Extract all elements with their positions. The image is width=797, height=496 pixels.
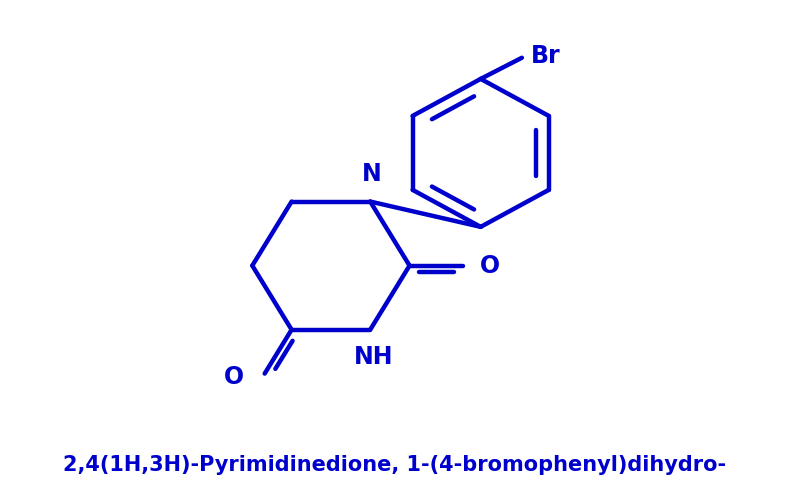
Text: Br: Br (531, 44, 560, 68)
Text: N: N (362, 162, 382, 186)
Text: O: O (224, 365, 244, 389)
Text: NH: NH (354, 345, 394, 369)
Text: 2,4(1H,3H)-Pyrimidinedione, 1-(4-bromophenyl)dihydro-: 2,4(1H,3H)-Pyrimidinedione, 1-(4-bromoph… (63, 455, 726, 475)
Text: O: O (480, 253, 500, 278)
